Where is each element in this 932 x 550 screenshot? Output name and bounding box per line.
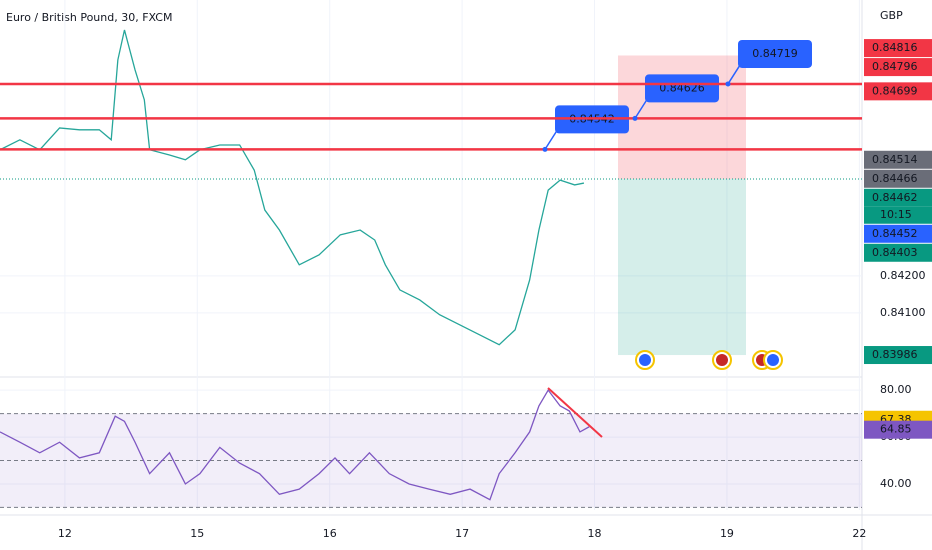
price-tag <box>864 188 932 207</box>
rsi-tag <box>864 420 932 439</box>
y-tick-label: 0.84100 <box>880 306 926 319</box>
price-tag <box>864 243 932 262</box>
event-flag <box>716 354 728 366</box>
countdown: 10:15 <box>880 208 912 221</box>
callout-box <box>738 39 812 68</box>
price-tag-label: 0.84466 <box>872 172 918 185</box>
price-tag-label: 0.84462 <box>872 191 918 204</box>
x-tick-label: 22 <box>852 527 866 540</box>
price-tag-label: 0.84699 <box>872 84 918 97</box>
callout-box <box>645 74 719 103</box>
price-tag-label: 0.84816 <box>872 41 918 54</box>
event-flag <box>767 354 779 366</box>
price-tag-label: 0.84452 <box>872 227 918 240</box>
y-tick-label: 40.00 <box>880 477 912 490</box>
price-tag-label: 0.84514 <box>872 153 918 166</box>
x-tick-label: 12 <box>58 527 72 540</box>
countdown-bg <box>864 206 932 224</box>
event-flag <box>639 354 651 366</box>
price-tag <box>864 169 932 188</box>
price-tag-label: 0.83986 <box>872 348 918 361</box>
price-tag <box>864 150 932 169</box>
x-tick-label: 18 <box>588 527 602 540</box>
currency-label: GBP <box>880 9 903 22</box>
x-tick-label: 16 <box>323 527 337 540</box>
price-tag <box>864 39 932 58</box>
series-line <box>0 388 590 501</box>
y-tick-label: 0.84200 <box>880 269 926 282</box>
price-tag <box>864 58 932 77</box>
x-tick-label: 17 <box>455 527 469 540</box>
series-line <box>0 29 585 346</box>
price-tag-label: 0.84796 <box>872 60 918 73</box>
chart-title: Euro / British Pound, 30, FXCM <box>6 11 172 24</box>
x-tick-label: 15 <box>190 527 204 540</box>
price-tag <box>864 82 932 101</box>
y-tick-label: 80.00 <box>880 383 912 396</box>
price-tag <box>864 346 932 365</box>
rsi-tag-label: 64.85 <box>880 423 912 436</box>
target-zone <box>618 178 746 356</box>
x-tick-label: 19 <box>720 527 734 540</box>
trend-line <box>547 387 603 438</box>
callout-label: 0.84719 <box>752 47 798 60</box>
price-tag <box>864 224 932 243</box>
price-tag-label: 0.84403 <box>872 246 918 259</box>
